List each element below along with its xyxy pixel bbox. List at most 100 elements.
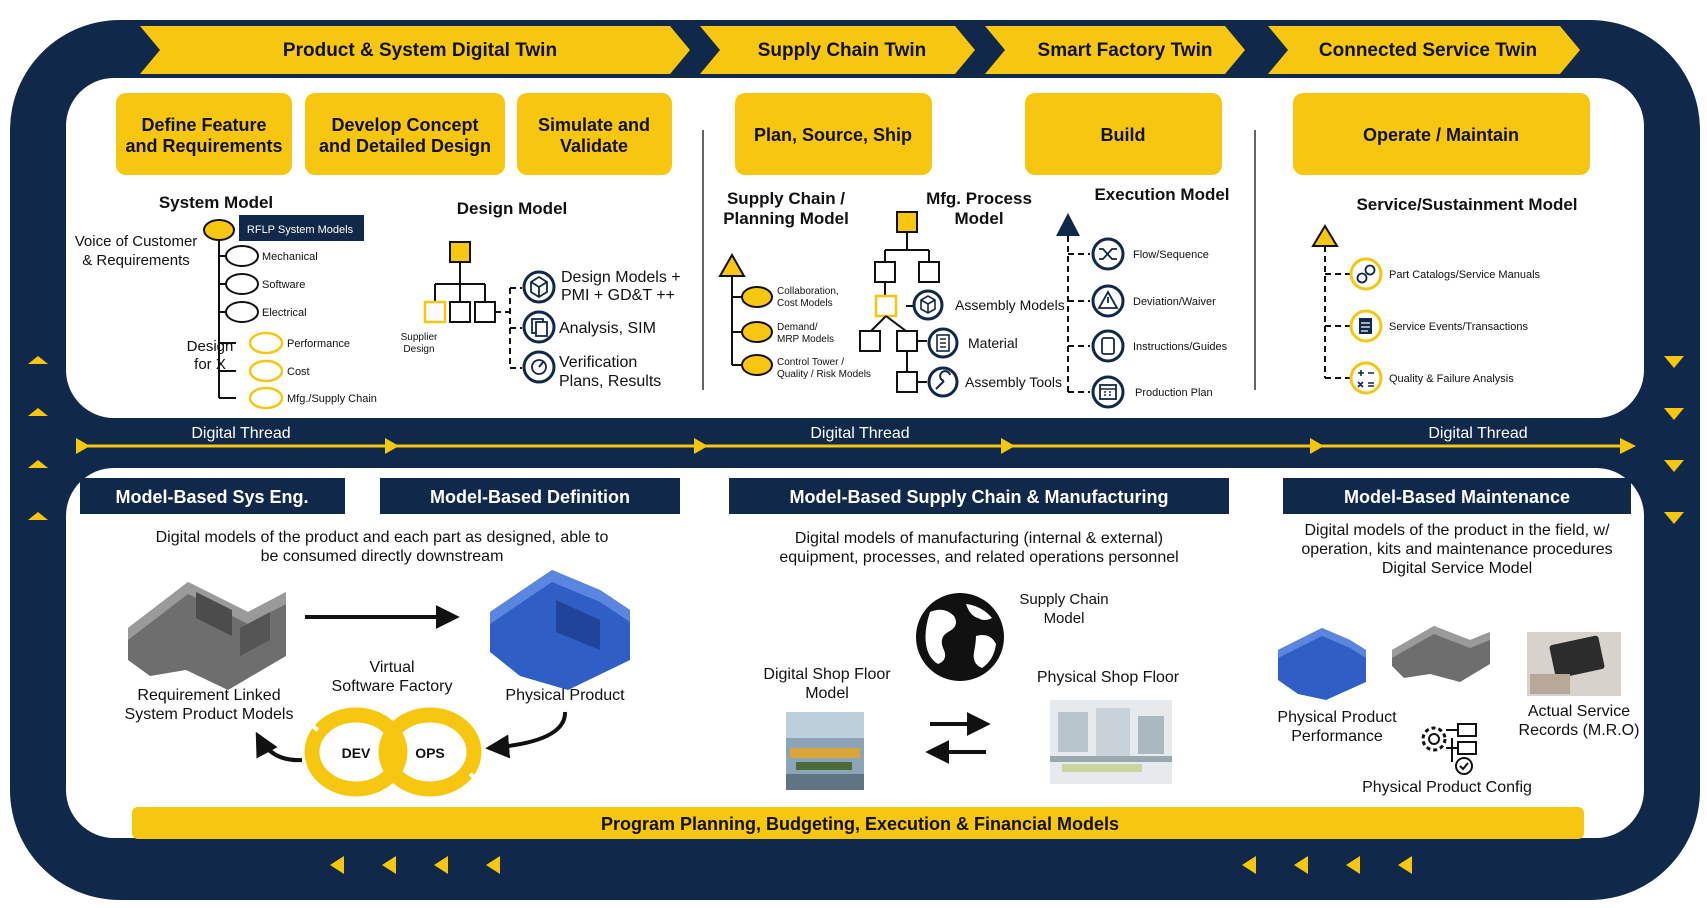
- clipboard-icon: [1091, 329, 1125, 363]
- header-label: Model-Based Supply Chain & Manufacturing: [789, 487, 1168, 507]
- supply-model-title: Supply Chain /: [727, 189, 845, 208]
- left-arrow-icon: [1242, 856, 1256, 874]
- chevron-connected-service: [1268, 26, 1580, 74]
- left-arrow-icon: [1346, 856, 1360, 874]
- program-planning-bar: [132, 807, 1584, 839]
- actual-service-records-label: Records (M.R.O): [1519, 722, 1640, 739]
- node: [248, 359, 284, 383]
- service-record-photo: [1527, 632, 1621, 696]
- tree-node: [896, 330, 918, 352]
- phase-label: Define Feature: [141, 115, 266, 135]
- header-label: Model-Based Maintenance: [1344, 487, 1570, 507]
- tree-node: [859, 330, 881, 352]
- down-arrow-icon: [1664, 408, 1684, 420]
- digital-thread-label: Digital Thread: [1428, 425, 1527, 442]
- physical-product-config-label: Physical Product Config: [1362, 779, 1532, 796]
- service-item-label: Part Catalogs/Service Manuals: [1389, 269, 1541, 281]
- mbscm-description: equipment, processes, and related operat…: [779, 549, 1178, 566]
- system-model: System Model Voice of Customer & Require…: [75, 193, 377, 410]
- virtual-software-factory-label: Virtual: [369, 659, 414, 676]
- node: [225, 273, 259, 295]
- mbd-description: Digital models of the product and each p…: [156, 529, 609, 546]
- down-arrow-icon: [1664, 460, 1684, 472]
- exec-item-label: Instructions/Guides: [1133, 341, 1228, 353]
- link-icon: [1349, 257, 1383, 291]
- phase-label: and Requirements: [125, 136, 282, 156]
- node: [741, 354, 773, 376]
- phase-box-define: [116, 93, 292, 175]
- chevron-label: Connected Service Twin: [1319, 40, 1537, 61]
- gray-part-model-image: [128, 582, 286, 690]
- chevron-product-system: [140, 26, 690, 74]
- chevron-label: Product & System Digital Twin: [283, 40, 557, 61]
- phase-box-simulate: [517, 93, 672, 175]
- up-triangle-marker: [1056, 213, 1080, 236]
- requirement-linked-label: Requirement Linked: [137, 687, 280, 704]
- physical-shop-floor-label: Physical Shop Floor: [1037, 669, 1180, 686]
- supply-chain-model-label: Model: [1044, 610, 1085, 627]
- tree-node: [474, 301, 496, 323]
- exec-item-label: Deviation/Waiver: [1133, 296, 1216, 308]
- mfg-model-title: Model: [954, 209, 1003, 228]
- design-model: Design Model Supplier Design Design Mode…: [401, 199, 681, 390]
- chevron-label: Smart Factory Twin: [1038, 40, 1213, 61]
- service-item-label: Service Events/Transactions: [1389, 321, 1528, 333]
- down-arrow-icon: [1664, 356, 1684, 368]
- node-label: Mfg./Supply Chain: [287, 393, 377, 405]
- service-item-label: Quality & Failure Analysis: [1389, 373, 1514, 385]
- mfg-model-title: Mfg. Process: [926, 189, 1032, 208]
- tree-node: [896, 211, 918, 233]
- node: [741, 321, 773, 343]
- service-model-title: Service/Sustainment Model: [1356, 195, 1577, 214]
- list-icon: [927, 327, 959, 359]
- warning-icon: [1091, 284, 1125, 318]
- tree-node: [874, 261, 896, 283]
- requirement-linked-label: System Product Models: [125, 706, 294, 723]
- exec-model-title: Execution Model: [1094, 185, 1229, 204]
- supplier-label: Supplier: [401, 332, 438, 343]
- calculator-icon: [1349, 361, 1383, 395]
- ops-label: OPS: [415, 745, 445, 761]
- exec-item-label: Production Plan: [1135, 387, 1213, 399]
- mbm-description: Digital Service Model: [1382, 560, 1532, 577]
- phase-label: Build: [1101, 125, 1146, 145]
- mbscm-description: Digital models of manufacturing (interna…: [795, 530, 1163, 547]
- left-arrow-icon: [434, 856, 448, 874]
- config-gear-icon: [1421, 723, 1477, 775]
- design-item-label: Verification: [559, 354, 637, 371]
- node-label: Demand/: [777, 322, 818, 333]
- supply-chain-model-label: Supply Chain: [1019, 591, 1108, 608]
- devops-loop-icon: DEV OPS: [304, 707, 482, 797]
- tree-node: [449, 301, 471, 323]
- node-label: Cost: [287, 366, 310, 378]
- globe-icon: [916, 593, 1004, 681]
- up-arrow-icon: [28, 408, 48, 416]
- digital-shop-floor-label: Model: [805, 685, 849, 702]
- program-planning-label: Program Planning, Budgeting, Execution &…: [601, 814, 1119, 834]
- node: [225, 301, 259, 323]
- design-item-label: Analysis, SIM: [559, 320, 656, 337]
- supply-model-title: Planning Model: [723, 209, 849, 228]
- cube-icon: [912, 289, 944, 321]
- header-mbse: [80, 478, 345, 514]
- tree-node: [423, 300, 447, 324]
- node: [741, 286, 773, 308]
- design-item-label: Plans, Results: [559, 373, 661, 390]
- digital-thread-band: Digital Thread Digital Thread Digital Th…: [76, 425, 1636, 454]
- shuffle-icon: [1091, 237, 1125, 271]
- physical-product-performance-label: Physical Product: [1277, 709, 1397, 726]
- node: [248, 386, 284, 410]
- dfx-label: Design: [187, 338, 234, 355]
- left-arrow-icon: [382, 856, 396, 874]
- node-label: Cost Models: [777, 298, 833, 309]
- physical-product-label: Physical Product: [505, 687, 625, 704]
- actual-service-records-label: Actual Service: [1528, 703, 1630, 720]
- blue-part-model-image: [490, 570, 630, 690]
- design-item-label: PMI + GD&T ++: [561, 287, 675, 304]
- rflp-banner-text: RFLP System Models: [247, 224, 354, 236]
- documents-icon: [522, 310, 556, 344]
- node-label: Quality / Risk Models: [777, 369, 871, 380]
- cube-icon: [522, 270, 556, 304]
- chevron-label: Supply Chain Twin: [758, 40, 927, 61]
